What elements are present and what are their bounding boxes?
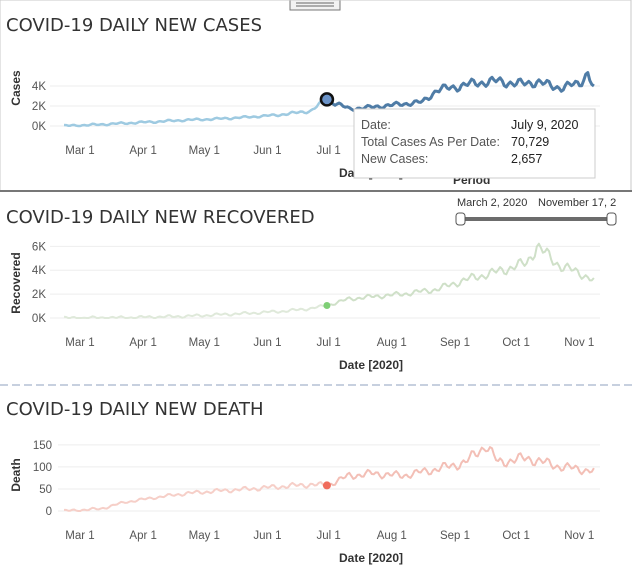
x-tick-label: Apr 1: [129, 530, 157, 542]
x-tick-label: Apr 1: [129, 337, 157, 349]
y-tick-label: 6K: [32, 241, 46, 253]
tooltip-date-value: July 9, 2020: [511, 118, 578, 132]
period-slider-track[interactable]: [460, 217, 612, 221]
series-line-before-selection: [63, 304, 328, 319]
period-slider-start-handle[interactable]: [455, 212, 466, 226]
x-tick-label: May 1: [189, 337, 220, 349]
x-tick-label: May 1: [189, 530, 220, 542]
y-axis-label: Recovered: [9, 252, 23, 313]
data-tooltip: Date: July 9, 2020 Total Cases As Per Da…: [353, 108, 596, 179]
x-tick-label: Jun 1: [253, 145, 281, 157]
cases-panel: COVID-19 DAILY NEW CASES: [0, 0, 632, 192]
y-tick-label: 0K: [32, 121, 46, 133]
x-tick-label: May 1: [189, 145, 220, 157]
y-tick-label: 150: [33, 440, 52, 452]
series-line-before-selection: [64, 481, 327, 512]
x-tick-label: Sep 1: [440, 337, 470, 349]
x-tick-label: Nov 1: [564, 337, 594, 349]
x-tick-label: Jun 1: [253, 530, 281, 542]
recovered-panel: COVID-19 DAILY NEW RECOVERED: [6, 207, 315, 228]
x-tick-label: Sep 1: [440, 530, 470, 542]
series-line-after-selection: [324, 446, 595, 488]
x-tick-label: Mar 1: [65, 337, 94, 349]
death-chart-title: COVID-19 DAILY NEW DEATH: [6, 399, 264, 420]
y-axis-label: Cases: [9, 70, 23, 106]
period-end-date: November 17, 2: [538, 197, 616, 209]
series-line-before-selection: [63, 99, 328, 128]
death-chart: 0 50 100 150 Mar 1 Apr 1 May 1 Jun 1 Jul 1 Aug 1 S…: [9, 440, 600, 565]
tooltip-new-label: New Cases:: [361, 152, 428, 166]
x-tick-label: Oct 1: [502, 530, 529, 542]
selected-data-point[interactable]: [322, 481, 331, 490]
x-axis-label: Date [2020]: [339, 358, 403, 372]
x-tick-label: Aug 1: [377, 530, 407, 542]
x-tick-label: Oct 1: [502, 337, 529, 349]
y-tick-label: 2K: [32, 101, 46, 113]
x-tick-label: Jul 1: [316, 145, 340, 157]
series-line-after-selection: [324, 242, 595, 308]
death-panel: COVID-19 DAILY NEW DEATH: [6, 399, 264, 420]
period-filter[interactable]: Period March 2, 2020 November 17, 2: [453, 173, 617, 226]
recovered-chart-title: COVID-19 DAILY NEW RECOVERED: [6, 207, 315, 228]
tooltip-date-label: Date:: [361, 118, 391, 132]
period-slider-end-handle[interactable]: [606, 212, 617, 226]
y-tick-label: 0: [46, 506, 52, 518]
x-tick-label: Jul 1: [316, 530, 340, 542]
x-tick-label: Nov 1: [564, 530, 594, 542]
y-tick-label: 4K: [32, 81, 46, 93]
x-tick-label: Apr 1: [129, 145, 157, 157]
x-tick-label: Aug 1: [377, 337, 407, 349]
tooltip-total-label: Total Cases As Per Date:: [361, 135, 500, 149]
x-tick-label: Mar 1: [65, 145, 94, 157]
series-line-after-selection: [323, 71, 595, 112]
x-tick-label: Jul 1: [316, 337, 340, 349]
tooltip-total-value: 70,729: [511, 135, 549, 149]
top-drag-handle[interactable]: [289, 0, 341, 11]
x-tick-label: Jun 1: [253, 337, 281, 349]
selected-data-point[interactable]: [323, 301, 331, 309]
selected-data-point[interactable]: [319, 92, 335, 107]
y-tick-label: 50: [39, 484, 52, 496]
y-tick-label: 100: [33, 462, 52, 474]
recovered-chart: 0K 2K 4K 6K Mar 1 Apr 1 May 1 Jun 1 Jul 1 Aug 1 Se…: [9, 241, 600, 372]
y-tick-label: 2K: [32, 289, 46, 301]
y-tick-label: 0K: [32, 313, 46, 325]
period-start-date: March 2, 2020: [457, 197, 527, 209]
y-tick-label: 4K: [32, 265, 46, 277]
x-tick-label: Mar 1: [65, 530, 94, 542]
tooltip-new-value: 2,657: [511, 152, 542, 166]
x-axis-label: Date [2020]: [339, 551, 403, 565]
y-axis-label: Death: [9, 458, 23, 491]
cases-chart-title: COVID-19 DAILY NEW CASES: [6, 15, 262, 36]
